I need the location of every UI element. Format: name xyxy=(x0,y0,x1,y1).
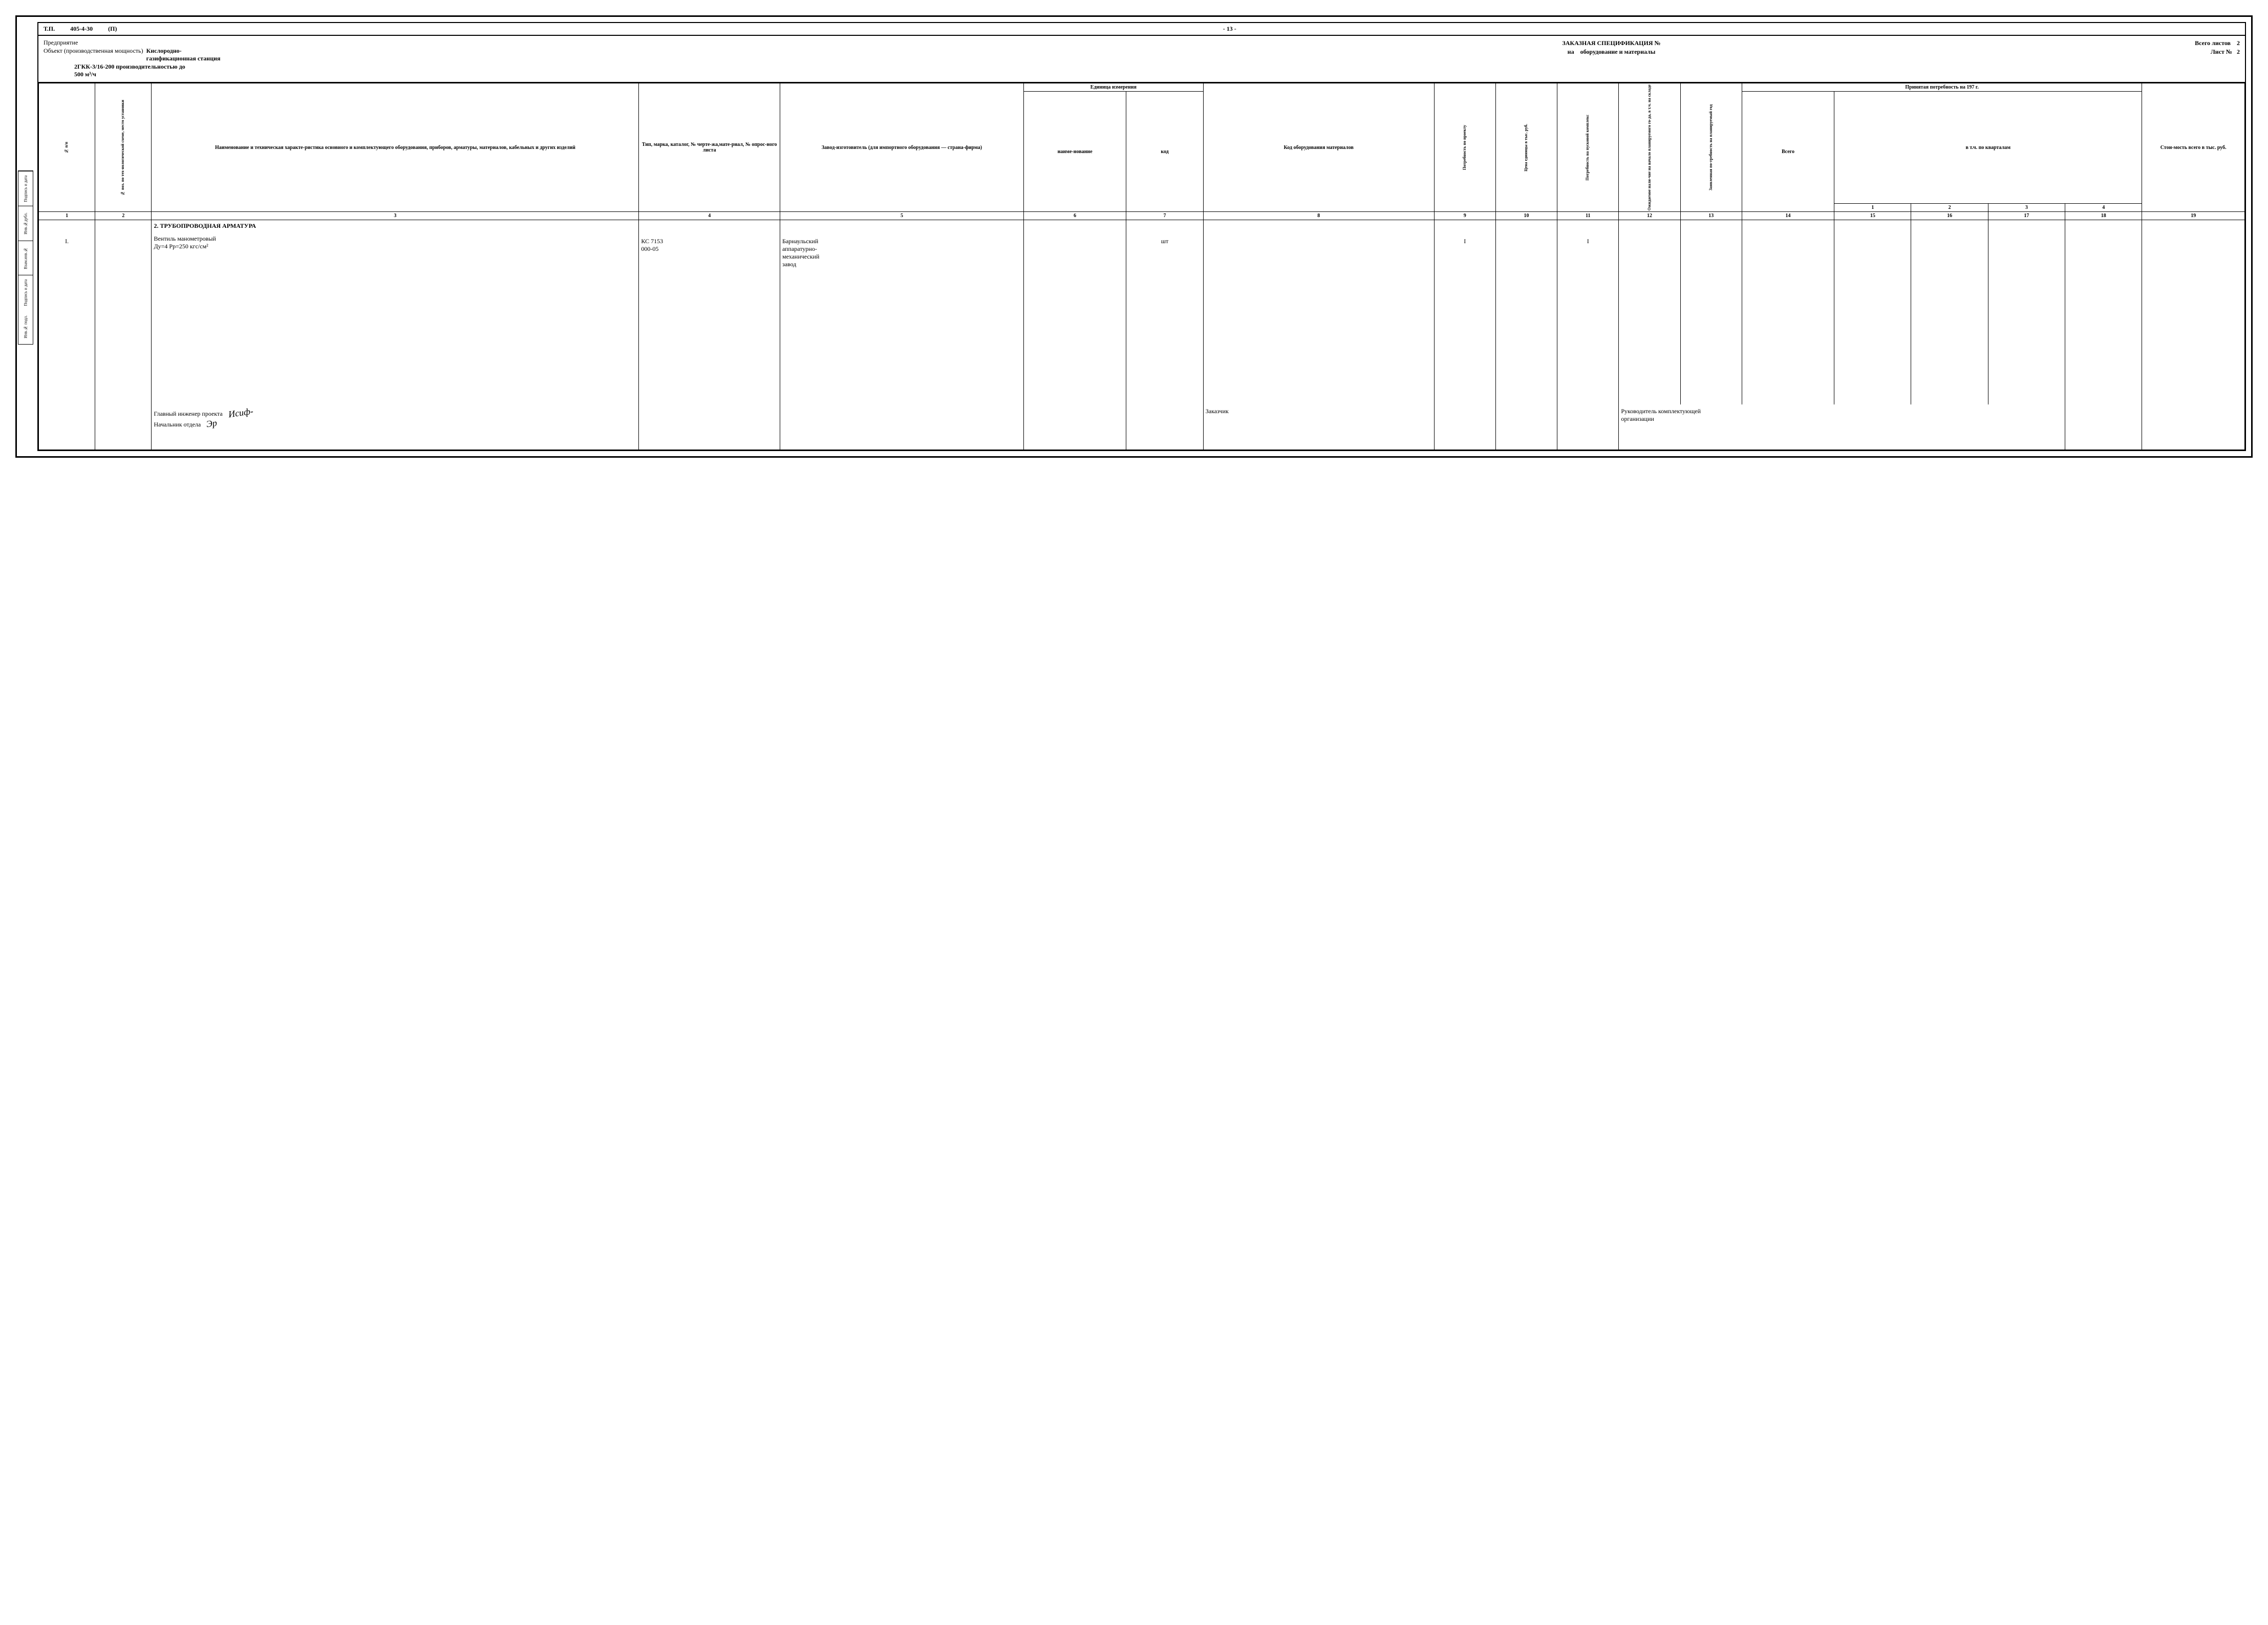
cell-c12 xyxy=(1619,220,1680,404)
main-table: № п/п № поз. по тех-нологической схеме, … xyxy=(38,83,2245,450)
col-header: Потребность по проекту xyxy=(1434,83,1495,211)
cell-c17 xyxy=(1988,220,2065,404)
cell-pos xyxy=(95,220,152,404)
cell-c19 xyxy=(2142,220,2245,404)
signature-mark: Иcиф- xyxy=(227,405,253,420)
col-header: № поз. по тех-нологической схеме, место … xyxy=(95,83,152,211)
sheet-num-label: Лист № xyxy=(2211,48,2232,55)
side-stamp: Подпись и дата Инв.№дубл. Взам.инв.№ Под… xyxy=(18,170,33,345)
table-head: № п/п № поз. по тех-нологической схеме, … xyxy=(39,83,2245,220)
table-body: I. 2. ТРУБОПРОВОДНАЯ АРМАТУРА Вентиль ма… xyxy=(39,220,2245,404)
col-header: код xyxy=(1126,91,1203,211)
header-center: ЗАКАЗНАЯ СПЕЦИФИКАЦИЯ № на оборудование … xyxy=(1090,39,2132,56)
cell-name: 2. ТРУБОПРОВОДНАЯ АРМАТУРА Вентиль маном… xyxy=(152,220,639,404)
sig-supplier: Руководитель комплектующей организации xyxy=(1619,404,2065,450)
stamp-cell: Инв.№ подл. xyxy=(18,310,33,344)
header-left: Предприятие Объект (производственная мощ… xyxy=(44,39,1085,79)
sheet-num: 2 xyxy=(2237,48,2240,55)
col-header: Принятая потребность на 197 г. xyxy=(1742,83,2142,91)
tp-paren: (П) xyxy=(108,25,117,33)
object-label: Объект (производственная мощность) xyxy=(44,47,143,63)
col-header: Потребность на пусковой комплекс xyxy=(1557,83,1619,211)
stamp-cell: Подпись и дата xyxy=(18,275,33,310)
cell-c10 xyxy=(1495,220,1557,404)
col-header: 3 xyxy=(1988,204,2065,212)
col-header: Всего xyxy=(1742,91,1834,211)
cell-code xyxy=(1203,220,1434,404)
inner-frame: Т.П. 405-4-30 (П) - 13 - Предприятие Объ… xyxy=(37,22,2246,451)
page-number: - 13 - xyxy=(1223,25,1236,33)
tp-label: Т.П. xyxy=(44,25,55,33)
cell-num: I. xyxy=(39,220,95,404)
spec-title: ЗАКАЗНАЯ СПЕЦИФИКАЦИЯ № xyxy=(1090,39,2132,48)
cell-c14 xyxy=(1742,220,1834,404)
signature-row: Главный инженер проекта Иcиф- Начальник … xyxy=(39,404,2245,450)
sig-customer: Заказчик xyxy=(1203,404,1434,450)
page-frame: Подпись и дата Инв.№дубл. Взам.инв.№ Под… xyxy=(15,15,2253,458)
column-numbers: 1 2 3 4 5 6 7 8 9 10 11 12 13 14 15 16 1 xyxy=(39,212,2245,220)
col-header: Цена единицы в тыс. руб. xyxy=(1495,83,1557,211)
tp-number: 405-4-30 xyxy=(70,25,93,33)
sig-left: Главный инженер проекта Иcиф- Начальник … xyxy=(152,404,639,450)
cell-c15 xyxy=(1834,220,1911,404)
cell-c16 xyxy=(1911,220,1988,404)
col-header: Наименование и техническая характе-ристи… xyxy=(152,83,639,211)
col-header: Заявленная по-требность на планируемый г… xyxy=(1680,83,1742,211)
col-header: Стои-мость всего в тыс. руб. xyxy=(2142,83,2245,211)
spec-sub2: оборудование и материалы xyxy=(1580,48,1656,55)
col-header: в т.ч. по кварталам xyxy=(1834,91,2142,203)
col-header: 1 xyxy=(1834,204,1911,212)
col-header: Ожидаемое нали-чие на начало планируемог… xyxy=(1619,83,1680,211)
sheets-total-label: Всего листов xyxy=(2195,39,2231,47)
col-header: № п/п xyxy=(39,83,95,211)
object-value-2: 2ГКК-3/16-200 производительностью до 500… xyxy=(74,63,1085,79)
stamp-cell: Взам.инв.№ xyxy=(18,241,33,275)
enterprise-label: Предприятие xyxy=(44,39,78,47)
signature-mark: Эр xyxy=(206,417,218,430)
header-right: Всего листов 2 Лист № 2 xyxy=(2137,39,2240,56)
object-value: Кислородно- газификационная станция xyxy=(146,47,221,63)
stamp-cell: Подпись и дата xyxy=(18,171,33,206)
col-header: 2 xyxy=(1911,204,1988,212)
top-strip: Т.П. 405-4-30 (П) - 13 - xyxy=(38,23,2245,36)
col-header: Код оборудования материалов xyxy=(1203,83,1434,211)
col-header: Единица измерения xyxy=(1023,83,1203,91)
sheets-total: 2 xyxy=(2237,39,2240,47)
cell-unit-name xyxy=(1023,220,1126,404)
spec-sub: на xyxy=(1568,48,1574,55)
col-header: 4 xyxy=(2065,204,2142,212)
stamp-cell: Инв.№дубл. xyxy=(18,206,33,241)
cell-c11: I xyxy=(1557,220,1619,404)
col-header: наиме-нование xyxy=(1023,91,1126,211)
cell-c13 xyxy=(1680,220,1742,404)
cell-type: КС 7153 000-05 xyxy=(639,220,780,404)
col-header: Завод-изготовитель (для импортного обору… xyxy=(780,83,1023,211)
cell-c9: I xyxy=(1434,220,1495,404)
cell-unit-code: шт xyxy=(1126,220,1203,404)
cell-c18 xyxy=(2065,220,2142,404)
cell-maker: Барнаульский аппаратурно- механический з… xyxy=(780,220,1023,404)
col-header: Тип, марка, каталог, № черте-жа,мате-риа… xyxy=(639,83,780,211)
header-block: Предприятие Объект (производственная мощ… xyxy=(38,36,2245,83)
